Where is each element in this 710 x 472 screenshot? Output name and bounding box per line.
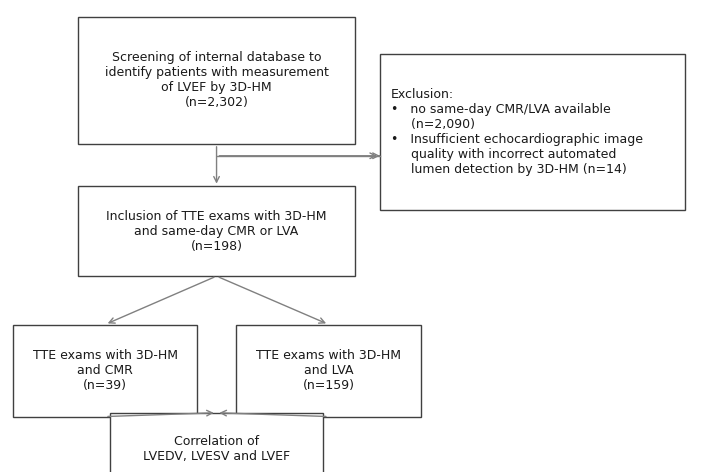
Text: Exclusion:
•   no same-day CMR/LVA available
     (n=2,090)
•   Insufficient ech: Exclusion: • no same-day CMR/LVA availab… [391,88,643,176]
Bar [78,186,355,276]
Bar [78,17,355,144]
Bar [13,325,197,417]
Text: TTE exams with 3D-HM
and CMR
(n=39): TTE exams with 3D-HM and CMR (n=39) [33,349,178,392]
Bar [110,413,323,472]
Text: TTE exams with 3D-HM
and LVA
(n=159): TTE exams with 3D-HM and LVA (n=159) [256,349,401,392]
Text: Screening of internal database to
identify patients with measurement
of LVEF by : Screening of internal database to identi… [104,51,329,109]
Bar [380,54,685,210]
Bar [236,325,421,417]
Text: Correlation of
LVEDV, LVESV and LVEF: Correlation of LVEDV, LVESV and LVEF [143,435,290,464]
Text: Inclusion of TTE exams with 3D-HM
and same-day CMR or LVA
(n=198): Inclusion of TTE exams with 3D-HM and sa… [106,210,327,253]
